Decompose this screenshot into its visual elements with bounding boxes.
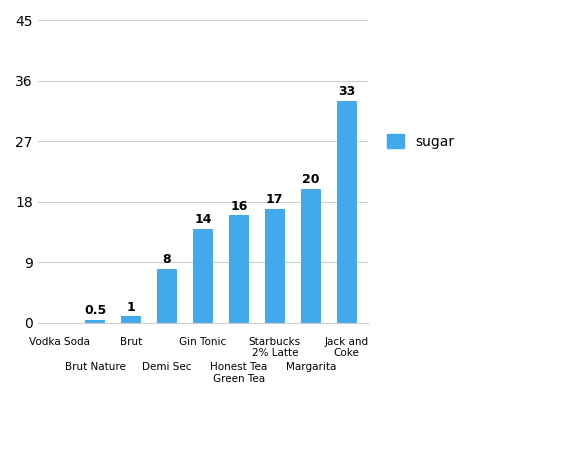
Text: 33: 33 [338,85,355,99]
Text: 16: 16 [230,200,247,213]
Bar [265,209,284,323]
Bar [157,269,177,323]
Bar [121,316,141,323]
Bar [229,215,249,323]
Text: 1: 1 [127,301,135,313]
Legend: sugar: sugar [381,129,460,154]
Text: Jack and
Coke: Jack and Coke [325,337,369,358]
Text: 20: 20 [302,173,319,186]
Text: 17: 17 [266,193,283,206]
Text: Honest Tea
Green Tea: Honest Tea Green Tea [210,362,268,384]
Bar [193,229,213,323]
Bar [337,101,357,323]
Bar [85,319,105,323]
Text: Brut Nature: Brut Nature [65,362,126,372]
Bar [301,189,320,323]
Text: Margarita: Margarita [286,362,336,372]
Text: Brut: Brut [120,337,142,347]
Text: Vodka Soda: Vodka Soda [29,337,90,347]
Text: Demi Sec: Demi Sec [142,362,192,372]
Text: 14: 14 [194,213,211,226]
Text: 0.5: 0.5 [84,304,106,317]
Text: Gin Tonic: Gin Tonic [180,337,227,347]
Text: 8: 8 [163,254,171,266]
Text: Starbucks
2% Latte: Starbucks 2% Latte [249,337,301,358]
